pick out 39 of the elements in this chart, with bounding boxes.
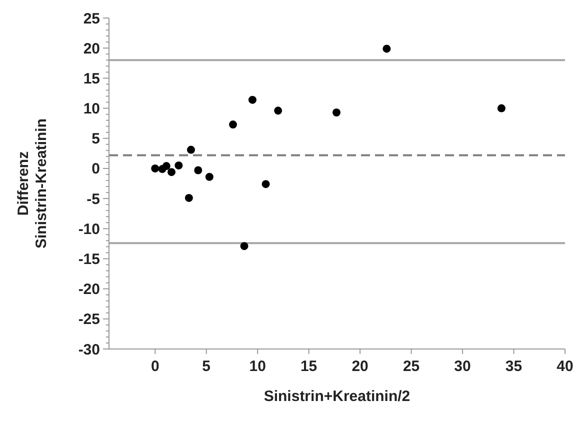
y-tick-label: 10 [83,100,100,118]
point [332,108,340,116]
x-tick-label: 30 [454,358,471,375]
point [497,104,506,112]
point [248,96,256,104]
x-tick-label: 15 [300,358,318,375]
y-tick-label: -20 [78,281,100,298]
x-tick-label: 25 [402,358,420,375]
y-tick-label: -15 [78,250,100,268]
point [186,146,195,154]
point [184,194,193,202]
y-tick-label: -5 [86,190,100,208]
x-tick-label: 0 [150,358,160,375]
y-tick-label: 25 [83,10,100,28]
point [262,180,270,188]
point [240,242,248,250]
y-tick-label: -10 [78,220,100,238]
point [382,44,391,53]
y-axis-title: Differenz Sinistrin-Kreatinin [15,118,50,249]
y-tick-label: -25 [78,311,100,328]
x-axis-title: Sinistrin+Kreatinin/2 [264,388,410,405]
y-tick-label: 0 [92,160,100,178]
y-tick-label: 5 [92,130,100,148]
x-tick-label: 5 [202,358,211,375]
x-tick-label: 10 [249,358,266,375]
x-tick-label: 20 [352,358,368,375]
y-tick-label: 15 [83,70,100,88]
point [151,164,160,172]
point [174,161,183,170]
x-tick-label: 40 [556,358,574,375]
point [194,166,202,174]
y-tick-label: 20 [83,40,100,58]
point [162,162,170,170]
point [274,106,282,115]
point [205,172,214,181]
x-tick-label: 35 [505,358,522,375]
y-tick-label: -30 [78,341,100,358]
point [168,168,176,176]
point [228,120,237,129]
